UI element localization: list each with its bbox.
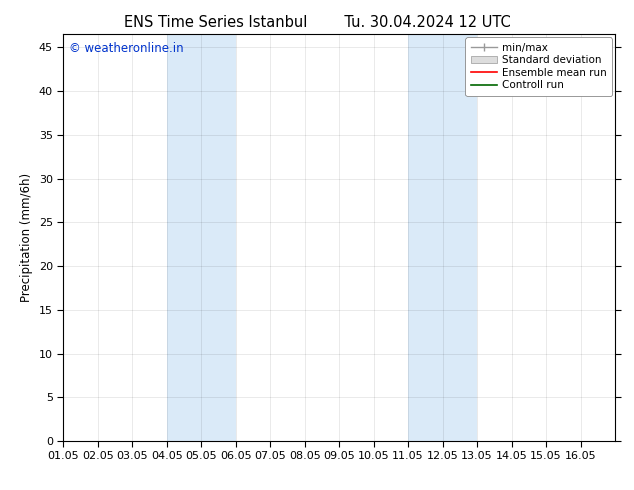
Text: ENS Time Series Istanbul        Tu. 30.04.2024 12 UTC: ENS Time Series Istanbul Tu. 30.04.2024 … <box>124 15 510 30</box>
Legend: min/max, Standard deviation, Ensemble mean run, Controll run: min/max, Standard deviation, Ensemble me… <box>465 37 612 96</box>
Bar <box>167 34 236 441</box>
Text: © weatheronline.in: © weatheronline.in <box>69 43 183 55</box>
Bar <box>408 34 477 441</box>
Y-axis label: Precipitation (mm/6h): Precipitation (mm/6h) <box>20 173 34 302</box>
